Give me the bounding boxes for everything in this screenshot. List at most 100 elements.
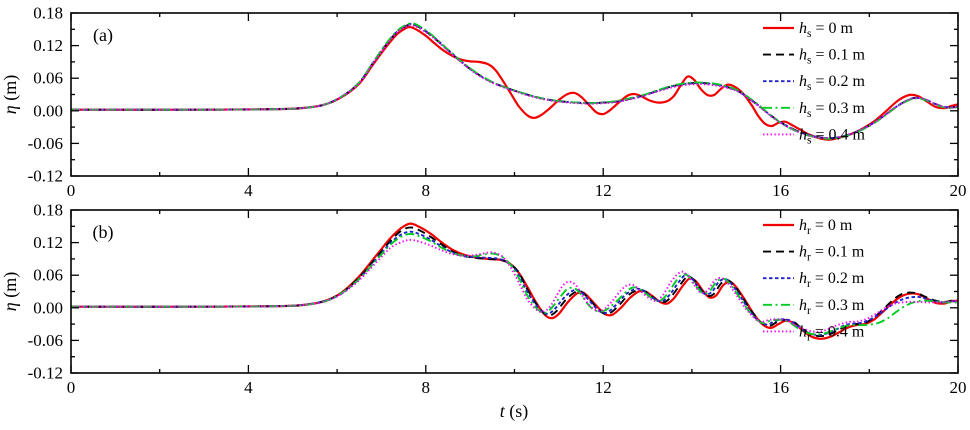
- ytick-label: 0.06: [33, 69, 63, 88]
- y-axis-label-unit: (m): [0, 75, 21, 106]
- legend-entry: hs = 0.3 m: [763, 100, 866, 120]
- legend-label-subscript: s: [807, 55, 812, 67]
- legend-label-value: = 0.4 m: [811, 126, 865, 143]
- ytick-label: 0.06: [33, 266, 63, 285]
- xtick-label: 8: [422, 378, 431, 397]
- panel-b-series-hr-0.1m: [71, 226, 958, 338]
- legend-label: hs = 0.1 m: [799, 47, 866, 67]
- legend-label-var: h: [799, 20, 807, 37]
- panel-b-ytick-labels: 0.18 0.12 0.06 0.00 -0.06 -0.12: [28, 201, 63, 383]
- ytick-label: -0.12: [28, 167, 63, 186]
- legend-label-subscript: s: [807, 134, 812, 146]
- panel-b: 0.18 0.12 0.06 0.00 -0.06 -0.120 4 8 12 16 20 η (m)…: [0, 201, 967, 398]
- legend-label-var: h: [799, 244, 807, 261]
- panel-b-series: [71, 222, 958, 340]
- legend-label-value: = 0.3 m: [811, 100, 865, 117]
- xtick-label: 12: [595, 181, 612, 200]
- legend-label-var: h: [799, 297, 807, 314]
- legend-label-value: = 0 m: [811, 217, 853, 234]
- legend-label-var: h: [799, 270, 807, 287]
- panel-b-y-axis-label: η (m): [0, 272, 21, 311]
- y-axis-label-var: η: [0, 302, 20, 311]
- legend-entry: hr = 0.4 m: [763, 323, 865, 343]
- panel-b-axes-box: [70, 209, 959, 374]
- legend-label-subscript: r: [807, 278, 811, 290]
- x-axis-label-var: t: [500, 401, 506, 421]
- xtick-label: 4: [244, 181, 253, 200]
- panel-b-series-hr-0.4m: [71, 238, 958, 333]
- panel-a-xtick-labels: 0 4 8 12 16 20: [67, 181, 967, 200]
- ytick-label: 0.12: [33, 233, 63, 252]
- legend-label: hr = 0.3 m: [799, 297, 865, 317]
- legend-label-value: = 0 m: [811, 20, 853, 37]
- legend-label-var: h: [799, 47, 807, 64]
- ytick-label: -0.12: [28, 364, 63, 383]
- legend-label-var: h: [799, 126, 807, 143]
- legend-label: hs = 0.3 m: [799, 100, 866, 120]
- panel-a-label: (a): [93, 25, 113, 46]
- y-axis-label-var: η: [0, 105, 20, 114]
- ytick-label: 0.12: [33, 36, 63, 55]
- ytick-label: -0.06: [28, 331, 63, 350]
- legend-entry: hr = 0.3 m: [763, 297, 865, 317]
- legend-label-var: h: [799, 100, 807, 117]
- x-axis-label-unit: (s): [505, 401, 529, 422]
- legend-label: hs = 0.4 m: [799, 126, 866, 146]
- legend-label-value: = 0.2 m: [811, 270, 865, 287]
- panel-a-series-hs-0.4m: [71, 24, 958, 140]
- legend-label-var: h: [799, 73, 807, 90]
- y-axis-label-unit: (m): [0, 272, 21, 303]
- legend-label: hs = 0.2 m: [799, 73, 866, 93]
- panel-b-ticks: [70, 209, 959, 374]
- panel-a-y-axis-label: η (m): [0, 75, 21, 114]
- legend-label-value: = 0.4 m: [811, 323, 865, 340]
- panel-a-axes-box: [70, 12, 959, 177]
- xtick-label: 0: [67, 378, 76, 397]
- panel-a-ticks: [70, 12, 959, 177]
- xtick-label: 12: [595, 378, 612, 397]
- legend-entry: hs = 0.1 m: [763, 47, 866, 67]
- legend-entry: hs = 0.4 m: [763, 126, 866, 146]
- ytick-label: 0.18: [33, 201, 63, 220]
- legend-label-value: = 0.1 m: [811, 244, 865, 261]
- legend-label-subscript: s: [807, 28, 812, 40]
- ytick-label: -0.06: [28, 134, 63, 153]
- legend-label: hr = 0 m: [799, 217, 853, 237]
- xtick-label: 16: [772, 181, 789, 200]
- panel-a-legend: hs = 0 mhs = 0.1 mhs = 0.2 mhs = 0.3 mhs…: [763, 20, 866, 146]
- xtick-label: 4: [244, 378, 253, 397]
- panel-b-series-hr-0.3m: [71, 232, 958, 336]
- legend-entry: hs = 0.2 m: [763, 73, 866, 93]
- legend-label-subscript: r: [807, 252, 811, 264]
- legend-entry: hs = 0 m: [763, 20, 854, 40]
- legend-label-value: = 0.1 m: [811, 47, 865, 64]
- legend-label-subscript: r: [807, 225, 811, 237]
- legend-label-subscript: r: [807, 305, 811, 317]
- ytick-label: 0.00: [33, 298, 63, 317]
- legend-label-subscript: s: [807, 108, 812, 120]
- legend-label: hs = 0 m: [799, 20, 854, 40]
- legend-label-subscript: s: [807, 81, 812, 93]
- xtick-label: 8: [422, 181, 431, 200]
- legend-label-subscript: r: [807, 331, 811, 343]
- panel-b-label: (b): [93, 222, 114, 243]
- legend-entry: hr = 0.1 m: [763, 244, 865, 264]
- panel-b-legend: hr = 0 mhr = 0.1 mhr = 0.2 mhr = 0.3 mhr…: [763, 217, 865, 343]
- legend-label-value: = 0.3 m: [811, 297, 865, 314]
- ytick-label: 0.00: [33, 101, 63, 120]
- legend-label-var: h: [799, 217, 807, 234]
- legend-label: hr = 0.2 m: [799, 270, 865, 290]
- x-axis-label: t (s): [500, 401, 529, 422]
- xtick-label: 16: [772, 378, 789, 397]
- panel-a: 0.18 0.12 0.06 0.00 -0.06 -0.120 4 8 12 16 20 η (m)…: [0, 4, 967, 201]
- legend-label: hr = 0.4 m: [799, 323, 865, 343]
- legend-label-var: h: [799, 323, 807, 340]
- legend-entry: hr = 0 m: [763, 217, 853, 237]
- legend-label: hr = 0.1 m: [799, 244, 865, 264]
- panel-b-xtick-labels: 0 4 8 12 16 20: [67, 378, 967, 397]
- ytick-label: 0.18: [33, 4, 63, 23]
- legend-label-value: = 0.2 m: [811, 73, 865, 90]
- panel-a-ytick-labels: 0.18 0.12 0.06 0.00 -0.06 -0.12: [28, 4, 63, 186]
